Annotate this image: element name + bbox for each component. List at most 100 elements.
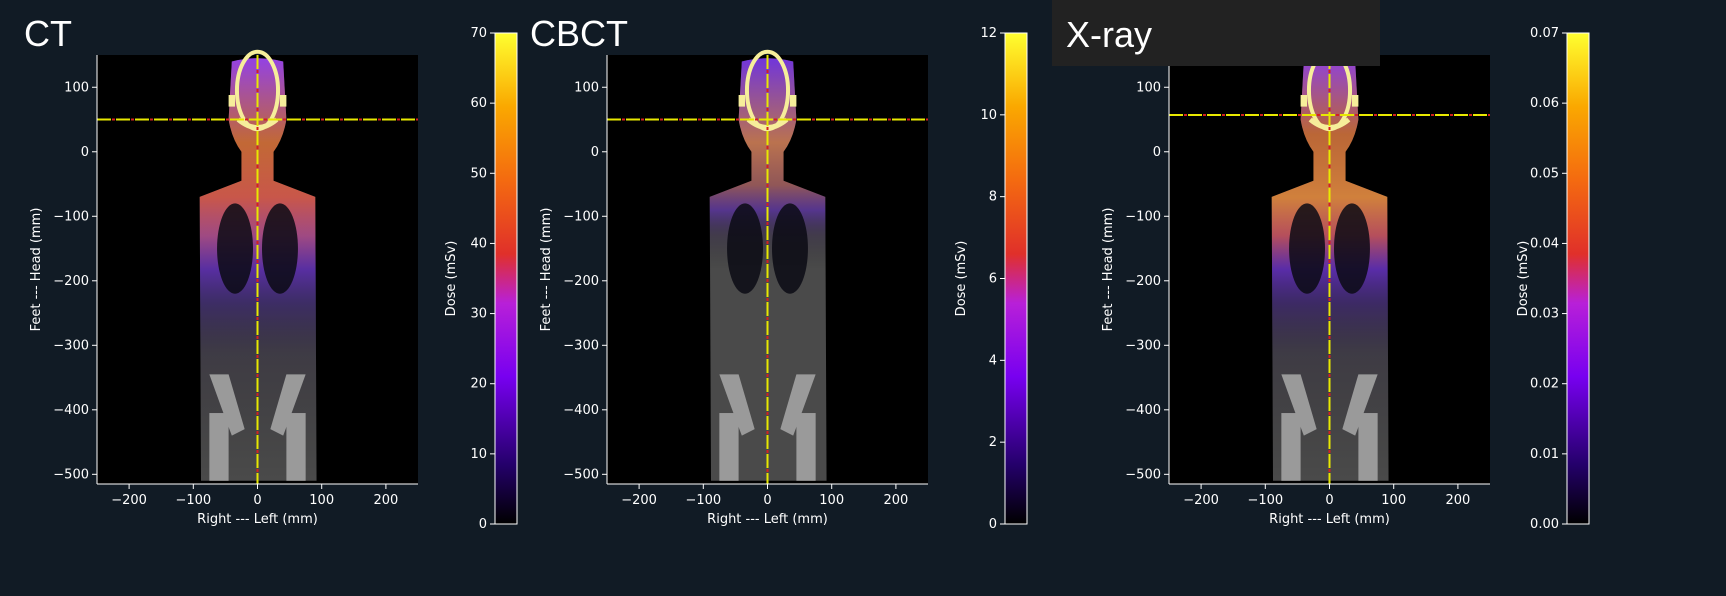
- y-tick-label: −100: [53, 209, 89, 224]
- ear-right: [738, 94, 746, 107]
- pelvis-right: [1281, 374, 1317, 436]
- panel-xray: X-ray −200 −100 0 100 200 100 0 −100 −200 −300 −40…: [1052, 0, 1632, 591]
- femur-right: [719, 413, 739, 481]
- y-tick-label: −300: [563, 338, 599, 353]
- colorbar-tick-label: 50: [470, 166, 487, 181]
- colorbar-tick-label: 0.03: [1530, 307, 1559, 322]
- panel-cbct: CBCT −200 −100 0 100 200 100 0 −100 −200 −300 −400…: [510, 0, 1070, 591]
- colorbar-tick-label: 0: [479, 517, 487, 532]
- colorbar-tick-label: 10: [470, 447, 487, 462]
- colorbar-tick-label: 2: [989, 435, 997, 450]
- lung-right: [1289, 203, 1326, 294]
- ear-left: [279, 94, 287, 107]
- x-axis-label: Right --- Left (mm): [707, 512, 828, 527]
- colorbar-tick-label: 60: [470, 96, 487, 111]
- ear-right: [1300, 94, 1308, 107]
- colorbar: [494, 32, 518, 525]
- femur-left: [796, 413, 816, 481]
- panel-title: CT: [24, 13, 72, 54]
- x-tick-label: 0: [763, 493, 771, 508]
- x-tick-label: 200: [1445, 493, 1470, 508]
- femur-left: [1358, 413, 1378, 481]
- x-tick-label: 100: [819, 493, 844, 508]
- cbct-chart: −200 −100 0 100 2001000−100−200−300−400−500R…: [539, 26, 1028, 532]
- y-tick-label: 100: [64, 80, 89, 95]
- colorbar-label: Dose (mSv): [1516, 241, 1531, 317]
- y-tick-label: −500: [1125, 467, 1161, 482]
- y-tick-label: −200: [1125, 274, 1161, 289]
- lung-left: [261, 203, 298, 294]
- y-tick-label: 100: [1136, 80, 1161, 95]
- y-tick-label: 100: [574, 80, 599, 95]
- pelvis-left: [1342, 374, 1378, 436]
- x-tick-label: 0: [253, 493, 261, 508]
- y-axis-label: Feet --- Head (mm): [539, 208, 554, 332]
- x-tick-label: 200: [373, 493, 398, 508]
- y-tick-label: 0: [81, 145, 89, 160]
- x-tick-label: 0: [1325, 493, 1333, 508]
- ear-left: [1351, 94, 1359, 107]
- x-tick-label: −200: [1183, 493, 1219, 508]
- colorbar: [1004, 32, 1028, 525]
- x-tick-label: −200: [621, 493, 657, 508]
- colorbar-tick-label: 10: [980, 108, 997, 123]
- x-axis-label: Right --- Left (mm): [1269, 512, 1390, 527]
- x-tick-label: −100: [685, 493, 721, 508]
- colorbar-tick-label: 4: [989, 353, 997, 368]
- colorbar-tick-label: 20: [470, 377, 487, 392]
- colorbar-tick-label: 0.06: [1530, 96, 1559, 111]
- colorbar-tick-label: 0: [989, 517, 997, 532]
- ct-chart: −200 −100 0 100 2001000−100−200−300−400−500R…: [29, 26, 518, 532]
- y-tick-label: 0: [1153, 145, 1161, 160]
- y-axis-label: Feet --- Head (mm): [1101, 208, 1116, 332]
- lung-left: [1333, 203, 1370, 294]
- y-tick-label: −400: [1125, 403, 1161, 418]
- femur-right: [1281, 413, 1301, 481]
- x-tick-label: 200: [883, 493, 908, 508]
- y-tick-label: −300: [1125, 338, 1161, 353]
- y-tick-label: −400: [53, 403, 89, 418]
- lung-right: [217, 203, 254, 294]
- colorbar-tick-label: 30: [470, 307, 487, 322]
- lung-right: [727, 203, 764, 294]
- colorbar-tick-label: 40: [470, 236, 487, 251]
- y-tick-label: −100: [1125, 209, 1161, 224]
- colorbar-label: Dose (mSv): [444, 241, 459, 317]
- y-tick-label: −100: [563, 209, 599, 224]
- panel-title: CBCT: [530, 13, 628, 54]
- colorbar: [1566, 32, 1590, 525]
- lung-left: [771, 203, 808, 294]
- colorbar-tick-label: 0.02: [1530, 377, 1559, 392]
- y-tick-label: −200: [563, 274, 599, 289]
- ear-left: [789, 94, 797, 107]
- colorbar-tick-label: 70: [470, 26, 487, 41]
- colorbar-tick-label: 8: [989, 190, 997, 205]
- colorbar-tick-label: 0.01: [1530, 447, 1559, 462]
- x-tick-label: −100: [1247, 493, 1283, 508]
- colorbar-tick-label: 12: [980, 26, 997, 41]
- y-tick-label: 0: [591, 145, 599, 160]
- pelvis-right: [719, 374, 755, 436]
- colorbar-tick-label: 6: [989, 272, 997, 287]
- pelvis-right: [209, 374, 245, 436]
- y-tick-label: −500: [563, 467, 599, 482]
- pelvis-left: [780, 374, 816, 436]
- colorbar-tick-label: 0.00: [1530, 517, 1559, 532]
- x-tick-label: 100: [1381, 493, 1406, 508]
- panel-ct: CT −200 −100 0 100 200 100 0 −100 −200 −300 −400 −5…: [0, 0, 560, 591]
- ear-right: [228, 94, 236, 107]
- panel-title: X-ray: [1052, 0, 1380, 66]
- y-tick-label: −200: [53, 274, 89, 289]
- colorbar-tick-label: 0.05: [1530, 166, 1559, 181]
- y-tick-label: −400: [563, 403, 599, 418]
- y-tick-label: −500: [53, 467, 89, 482]
- x-tick-label: −200: [111, 493, 147, 508]
- y-tick-label: −300: [53, 338, 89, 353]
- femur-right: [209, 413, 229, 481]
- colorbar-label: Dose (mSv): [954, 241, 969, 317]
- colorbar-tick-label: 0.07: [1530, 26, 1559, 41]
- pelvis-left: [270, 374, 306, 436]
- colorbar-tick-label: 0.04: [1530, 236, 1559, 251]
- y-axis-label: Feet --- Head (mm): [29, 208, 44, 332]
- x-tick-label: 100: [309, 493, 334, 508]
